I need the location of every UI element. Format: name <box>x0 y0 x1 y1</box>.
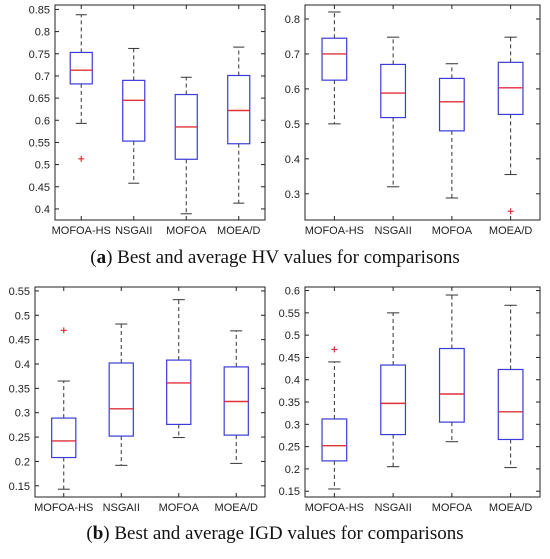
hv-average-axes-frame <box>304 4 541 221</box>
hv-average-box <box>321 37 348 81</box>
igd-average-xtick-label: MOFOA <box>432 502 473 514</box>
hv-average-box <box>438 77 465 132</box>
hv-average-ytick-label: 0.3 <box>285 189 300 201</box>
igd-best-xtick-label: MOEA/D <box>215 502 258 514</box>
igd-average-ytick-label: 0.4 <box>285 375 300 387</box>
hv-average-panel: 0.3 0.4 0.5 0.6 0.7 0.8 MOFOA-HS NSGAII MOFOA MOE… <box>285 4 541 237</box>
igd-average-ytick-label: 0.3 <box>285 419 300 431</box>
igd-best-box <box>166 359 192 426</box>
igd-best-ytick-label: 0.4 <box>15 359 30 371</box>
igd-best-box <box>51 417 77 459</box>
igd-average-xtick-label: MOEA/D <box>489 502 532 514</box>
hv-average-xtick-label: NSGAII <box>374 225 411 237</box>
hv-best-ytick-label: 0.55 <box>29 137 50 149</box>
caption-a-tag: a <box>96 247 107 268</box>
igd-best-box <box>108 362 134 437</box>
igd-average-ytick-label: 0.35 <box>279 397 300 409</box>
hv-best-xtick-label: MOFOA <box>166 225 207 237</box>
igd-average-ytick-label: 0.5 <box>285 330 300 342</box>
hv-best-ytick-label: 0.45 <box>29 182 50 194</box>
igd-average-ytick-label: 0.15 <box>279 486 300 498</box>
hv-average-ytick-label: 0.7 <box>285 49 300 61</box>
igd-average-panel: 0.15 0.2 0.25 0.3 0.35 0.4 0.45 0.5 0.55 0.6 MOFOA… <box>279 286 541 514</box>
igd-average-ytick-label: 0.2 <box>285 464 300 476</box>
hv-average-ytick-label: 0.5 <box>285 119 300 131</box>
igd-average-box <box>497 368 524 441</box>
igd-average-box <box>380 364 407 436</box>
hv-average-xtick-label: MOFOA <box>432 225 473 237</box>
caption-b: (b) Best and average IGD values for comp… <box>86 523 464 544</box>
igd-average-xtick-label: MOFOA-HS <box>305 502 364 514</box>
igd-best-ytick-label: 0.35 <box>9 383 30 395</box>
igd-average-xtick-label: NSGAII <box>374 502 411 514</box>
hv-average-ytick-label: 0.8 <box>285 14 300 26</box>
igd-best-ytick-label: 0.2 <box>15 456 30 468</box>
hv-best-ytick-label: 0.8 <box>35 27 50 39</box>
hv-best-ytick-label: 0.4 <box>35 204 50 216</box>
caption-a-text: Best and average HV values for compariso… <box>112 247 460 268</box>
hv-average-box <box>380 63 407 119</box>
hv-best-box <box>69 51 93 85</box>
igd-best-ytick-label: 0.5 <box>15 310 30 322</box>
hv-best-ytick-label: 0.5 <box>35 160 50 172</box>
igd-best-ytick-label: 0.3 <box>15 408 30 420</box>
igd-best-axes-frame <box>34 286 266 498</box>
igd-best-xtick-label: MOFOA <box>159 502 200 514</box>
hv-best-xtick-label: NSGAII <box>115 225 152 237</box>
igd-best-ytick-label: 0.55 <box>9 286 30 298</box>
igd-average-box <box>438 347 465 423</box>
hv-average-xtick-label: MOEA/D <box>489 225 532 237</box>
hv-best-ytick-label: 0.65 <box>29 93 50 105</box>
igd-best-ytick-label: 0.45 <box>9 335 30 347</box>
hv-best-ytick-label: 0.7 <box>35 71 50 83</box>
caption-b-tag: b <box>92 523 104 544</box>
igd-average-ytick-label: 0.25 <box>279 442 300 454</box>
hv-average-ytick-label: 0.4 <box>285 154 300 166</box>
hv-best-panel: 0.4 0.45 0.5 0.55 0.6 0.65 0.7 0.75 0.8 0.85 MOFOA… <box>29 4 266 237</box>
hv-best-xtick-label: MOFOA-HS <box>52 225 111 237</box>
hv-best-ytick-label: 0.6 <box>35 115 50 127</box>
igd-best-xtick-label: MOFOA-HS <box>34 502 93 514</box>
caption-a: (a) Best and average HV values for compa… <box>90 247 460 268</box>
hv-best-ytick-label: 0.85 <box>29 4 50 16</box>
igd-average-ytick-label: 0.45 <box>279 352 300 364</box>
igd-average-ytick-label: 0.6 <box>285 286 300 298</box>
hv-best-axes-frame <box>54 4 266 221</box>
igd-best-ytick-label: 0.25 <box>9 432 30 444</box>
hv-average-ytick-label: 0.6 <box>285 84 300 96</box>
igd-best-ytick-label: 0.15 <box>9 481 30 493</box>
hv-best-xtick-label: MOEA/D <box>217 225 260 237</box>
igd-average-ytick-label: 0.55 <box>279 308 300 320</box>
hv-average-xtick-label: MOFOA-HS <box>305 225 364 237</box>
hv-best-box <box>122 79 146 142</box>
igd-best-xtick-label: NSGAII <box>103 502 140 514</box>
igd-average-axes-frame <box>304 286 541 498</box>
caption-b-text: Best and average IGD values for comparis… <box>109 523 464 544</box>
hv-best-ytick-label: 0.75 <box>29 49 50 61</box>
igd-average-box <box>321 418 348 462</box>
hv-best-box <box>227 74 251 145</box>
igd-best-panel: 0.15 0.2 0.25 0.3 0.35 0.4 0.45 0.5 0.55 MOFOA-HS… <box>9 286 266 514</box>
